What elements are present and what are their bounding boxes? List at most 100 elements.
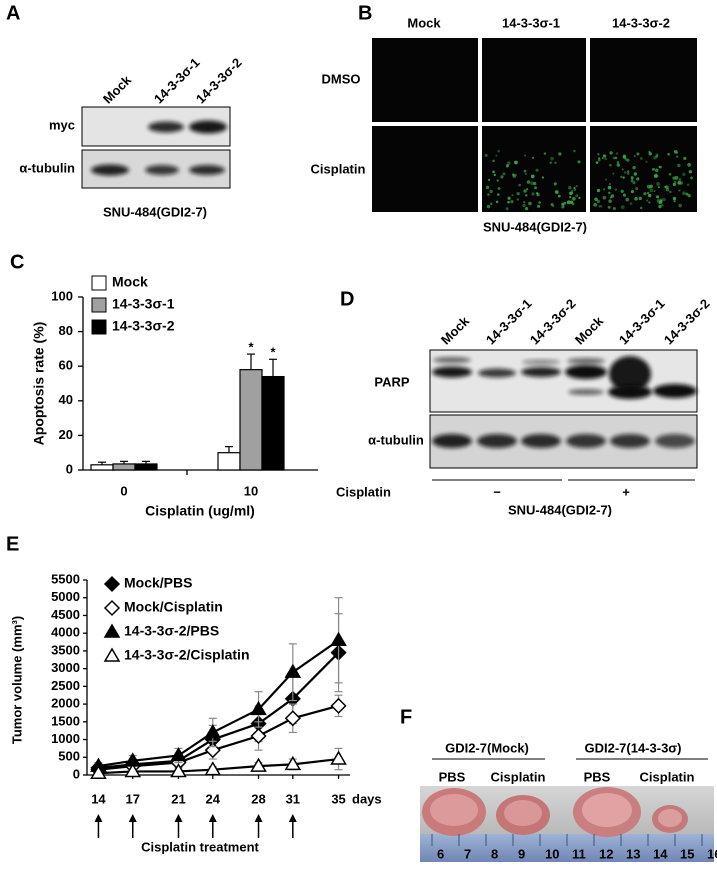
marker (204, 761, 222, 776)
marker (204, 723, 222, 739)
apoptotic-cell (639, 206, 643, 210)
apoptotic-cell (626, 158, 630, 162)
apoptotic-cell (495, 200, 499, 204)
arrow-head (254, 814, 263, 822)
apoptotic-cell (609, 151, 613, 155)
tumor (504, 800, 542, 826)
apoptotic-cell (497, 186, 501, 190)
apoptotic-cell (569, 191, 573, 196)
apoptotic-cell (605, 178, 608, 181)
apoptotic-cell (634, 196, 638, 201)
apoptotic-cell (575, 194, 579, 198)
apoptotic-cell (633, 155, 636, 158)
y-tick-label: 20 (59, 427, 73, 442)
fluorescence-image (590, 38, 697, 122)
fluorescence-image (590, 126, 697, 212)
legend-marker (103, 575, 121, 593)
y-tick-label: 80 (59, 323, 73, 338)
apoptotic-cell (614, 156, 618, 160)
apoptotic-cell (647, 193, 652, 198)
y-tick-label: 60 (59, 358, 73, 373)
apoptotic-cell (655, 153, 659, 157)
apoptotic-cell (615, 152, 619, 155)
legend-marker (103, 623, 121, 638)
blot-band (477, 434, 517, 448)
apoptotic-cell (636, 177, 640, 181)
x-tick-label: 31 (286, 791, 300, 806)
apoptotic-cell (518, 183, 521, 187)
legend-swatch (91, 297, 107, 313)
apoptotic-cell (668, 172, 672, 176)
apoptotic-cell (627, 172, 630, 175)
marker (170, 747, 187, 762)
marker (330, 631, 347, 647)
apoptotic-cell (682, 191, 686, 195)
apoptotic-cell (678, 177, 682, 182)
condition-label: Cisplatin (640, 769, 695, 784)
apoptotic-cell (620, 205, 625, 209)
significance: * (270, 345, 276, 360)
apoptotic-cell (602, 188, 606, 191)
apoptotic-cell (496, 179, 499, 182)
apoptotic-cell (496, 193, 500, 196)
apoptotic-cell (523, 189, 527, 193)
apoptotic-cell (672, 196, 677, 201)
marker (250, 700, 267, 716)
apoptotic-cell (488, 178, 491, 181)
column-label: 14-3-3σ-2 (612, 15, 670, 30)
tumor (582, 793, 632, 827)
panel-letter: F (400, 706, 412, 728)
apoptotic-cell (629, 202, 633, 205)
apoptotic-cell (651, 167, 655, 171)
apoptotic-cell (525, 194, 528, 197)
condition-label: PBS (439, 769, 466, 784)
legend-marker (103, 647, 121, 662)
apoptotic-cell (646, 199, 649, 202)
legend-label: 14-3-3σ-1 (112, 296, 175, 312)
legend-label: 14-3-3σ-2 (112, 318, 175, 334)
apoptotic-cell (657, 186, 660, 189)
apoptotic-cell (596, 161, 599, 164)
fluorescence-image (372, 126, 478, 212)
apoptotic-cell (685, 192, 689, 196)
lane-label: Mock (100, 72, 135, 107)
apoptotic-cell (577, 160, 581, 164)
treatment-label: Cisplatin treatment (141, 839, 259, 854)
apoptotic-cell (664, 185, 667, 189)
apoptotic-cell (524, 172, 528, 176)
marker (330, 697, 347, 714)
row-label: Cisplatin (311, 161, 366, 176)
apoptotic-cell (688, 170, 693, 174)
blot-band (432, 434, 472, 448)
legend-label: 14-3-3σ-2/Cisplatin (124, 647, 250, 663)
apoptotic-cell (673, 181, 677, 184)
blot-band (655, 434, 695, 448)
caption: SNU-484(GDI2-7) (483, 219, 587, 234)
blot-band (521, 434, 561, 448)
apoptotic-cell (485, 185, 490, 190)
bar (239, 369, 263, 471)
panel-letter: D (340, 288, 354, 310)
ruler-number: 14 (653, 846, 668, 861)
apoptotic-cell (607, 185, 612, 190)
apoptotic-cell (677, 163, 681, 168)
apoptotic-cell (507, 161, 511, 165)
bar (217, 452, 241, 471)
panel-letter: C (10, 251, 24, 273)
fluorescence-image (372, 38, 478, 122)
legend-label: Mock (112, 274, 148, 290)
y-tick-label: 1500 (51, 713, 80, 728)
apoptotic-cell (553, 182, 557, 186)
apoptotic-cell (558, 152, 562, 156)
apoptotic-cell (505, 163, 509, 168)
apoptotic-cell (665, 188, 670, 192)
apoptotic-cell (484, 153, 488, 157)
ruler-number: 15 (680, 846, 694, 861)
row-label: myc (49, 117, 75, 132)
apoptotic-cell (593, 202, 597, 207)
legend-swatch (91, 275, 107, 291)
apoptotic-cell (682, 172, 686, 177)
apoptotic-cell (510, 200, 514, 204)
y-tick-label: 5000 (51, 589, 80, 604)
marker (90, 764, 107, 779)
